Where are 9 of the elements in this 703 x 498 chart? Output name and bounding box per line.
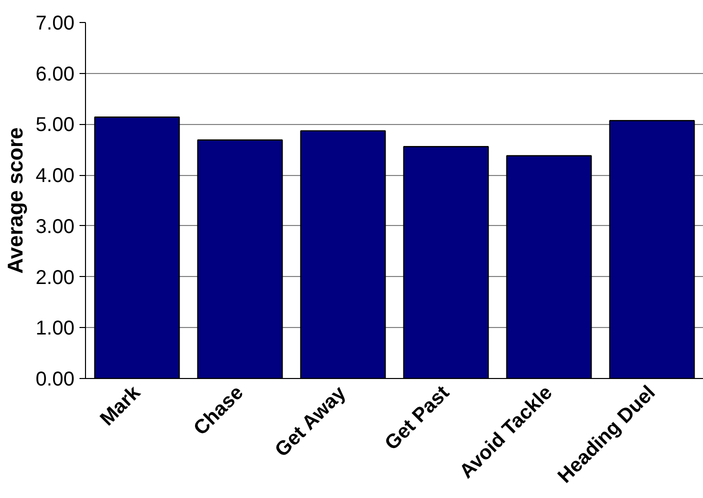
- y-axis-title: Average score: [4, 127, 28, 274]
- y-tick-label: 1.00: [36, 318, 75, 340]
- y-tick-label: 7.00: [36, 12, 75, 34]
- y-tick-label: 4.00: [36, 165, 75, 188]
- y-tick-label: 2.00: [36, 266, 75, 289]
- y-tick-label: 3.00: [36, 216, 75, 238]
- y-tick-label: 5.00: [36, 114, 75, 136]
- y-tick-label: 0.00: [36, 368, 75, 390]
- y-tick-label: 6.00: [36, 63, 75, 86]
